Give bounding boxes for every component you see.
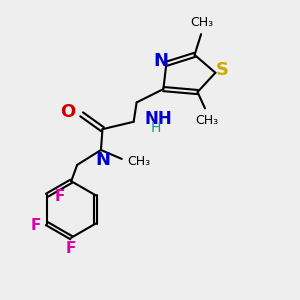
Text: H: H xyxy=(151,121,161,135)
Text: F: F xyxy=(55,189,65,204)
Text: F: F xyxy=(30,218,41,232)
Text: CH₃: CH₃ xyxy=(190,16,214,29)
Text: CH₃: CH₃ xyxy=(128,155,151,168)
Text: S: S xyxy=(215,61,228,79)
Text: F: F xyxy=(66,242,76,256)
Text: CH₃: CH₃ xyxy=(195,114,218,127)
Text: N: N xyxy=(95,152,110,169)
Text: O: O xyxy=(60,103,75,121)
Text: NH: NH xyxy=(144,110,172,128)
Text: N: N xyxy=(153,52,168,70)
